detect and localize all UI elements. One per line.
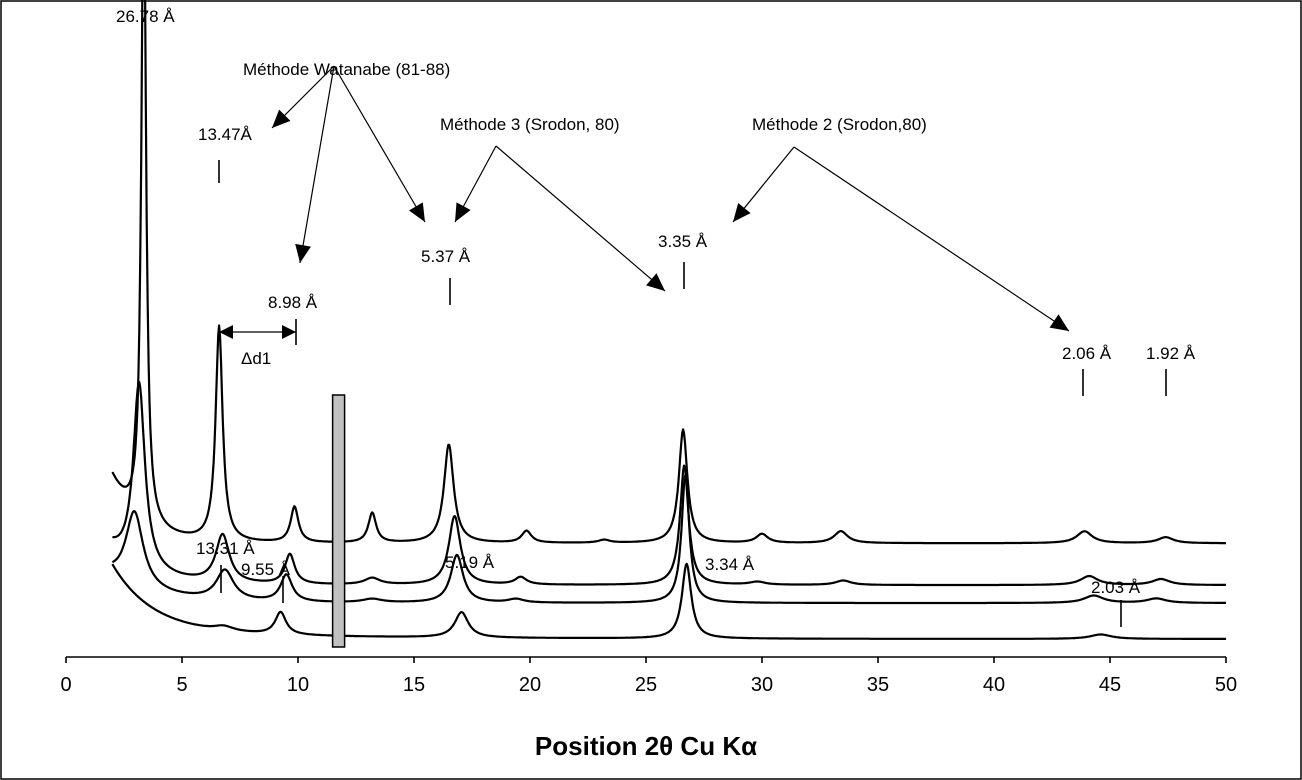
delta-d1-arrowhead-right (282, 325, 296, 339)
label-methode-watanabe: Méthode Watanabe (81-88) (243, 60, 450, 79)
arrow-methode3-5-37-head (455, 202, 471, 222)
x-axis: 0 5 10 15 20 25 30 35 40 45 50 Position 2θ Cu Kα (60, 656, 1237, 761)
label-2-06: 2.06 Å (1062, 344, 1112, 363)
diffractogram-trace-4 (111, 562, 1227, 640)
diffractogram-trace-2 (112, 381, 1227, 587)
label-13-47: 13.47Å (198, 125, 253, 144)
x-tick-label: 35 (867, 674, 889, 696)
peak-markers (218, 160, 1167, 627)
delta-d1-arrowhead-left (219, 325, 233, 339)
arrow-methode2-3-35-head (733, 203, 751, 222)
method-labels: Méthode Watanabe (81-88) Méthode 3 (Srod… (243, 60, 927, 134)
arrow-watanabe-8-98-head (295, 243, 311, 263)
label-5-37: 5.37 Å (421, 247, 471, 266)
label-1-92: 1.92 Å (1146, 344, 1196, 363)
arrow-watanabe-13-47-head (272, 109, 291, 128)
diffractogram-traces (111, 0, 1227, 640)
label-2-03: 2.03 Å (1091, 578, 1141, 597)
label-methode-2: Méthode 2 (Srodon,80) (752, 115, 927, 134)
delta-d1-dimension (219, 325, 296, 339)
arrow-watanabe-5-37-head (409, 202, 425, 222)
x-tick-label: 10 (287, 674, 309, 696)
highlight-band (331, 394, 346, 648)
label-methode-3: Méthode 3 (Srodon, 80) (440, 115, 620, 134)
x-tick-label: 5 (176, 674, 187, 696)
label-3-35: 3.35 Å (658, 232, 708, 251)
x-tick-label: 25 (635, 674, 657, 696)
x-axis-ticks: 0 5 10 15 20 25 30 35 40 45 50 (60, 657, 1237, 696)
label-26-78: 26.78 Å (116, 7, 175, 26)
arrow-methode2-2-06-head (1049, 314, 1069, 331)
arrow-methode2-2-06 (793, 146, 1070, 332)
arrow-watanabe-8-98 (299, 65, 335, 264)
x-tick-label: 0 (60, 674, 71, 696)
x-tick-label: 30 (751, 674, 773, 696)
diffractogram-trace-1 (111, 0, 1227, 545)
x-tick-label: 50 (1215, 674, 1237, 696)
annotation-arrows (271, 65, 1070, 332)
x-tick-label: 40 (983, 674, 1005, 696)
label-9-55: 9.55 Å (241, 560, 291, 579)
label-13-31: 13.31 Å (196, 539, 255, 558)
label-3-34: 3.34 Å (705, 555, 755, 574)
arrow-methode3-3-35-head (646, 273, 665, 291)
x-tick-label: 15 (403, 674, 425, 696)
diffractogram-trace-3 (111, 474, 1227, 605)
x-tick-label: 45 (1099, 674, 1121, 696)
label-delta-d1: Δd1 (241, 349, 271, 368)
peak-labels: 26.78 Å 13.47Å 8.98 Å 5.37 Å 3.35 Å 2.06… (116, 7, 1196, 597)
label-8-98: 8.98 Å (268, 293, 318, 312)
label-5-19: 5.19 Å (445, 553, 495, 572)
arrow-watanabe-5-37 (333, 65, 426, 223)
arrow-methode3-3-35 (495, 145, 666, 292)
x-axis-label: Position 2θ Cu Kα (535, 731, 757, 761)
x-tick-label: 20 (519, 674, 541, 696)
